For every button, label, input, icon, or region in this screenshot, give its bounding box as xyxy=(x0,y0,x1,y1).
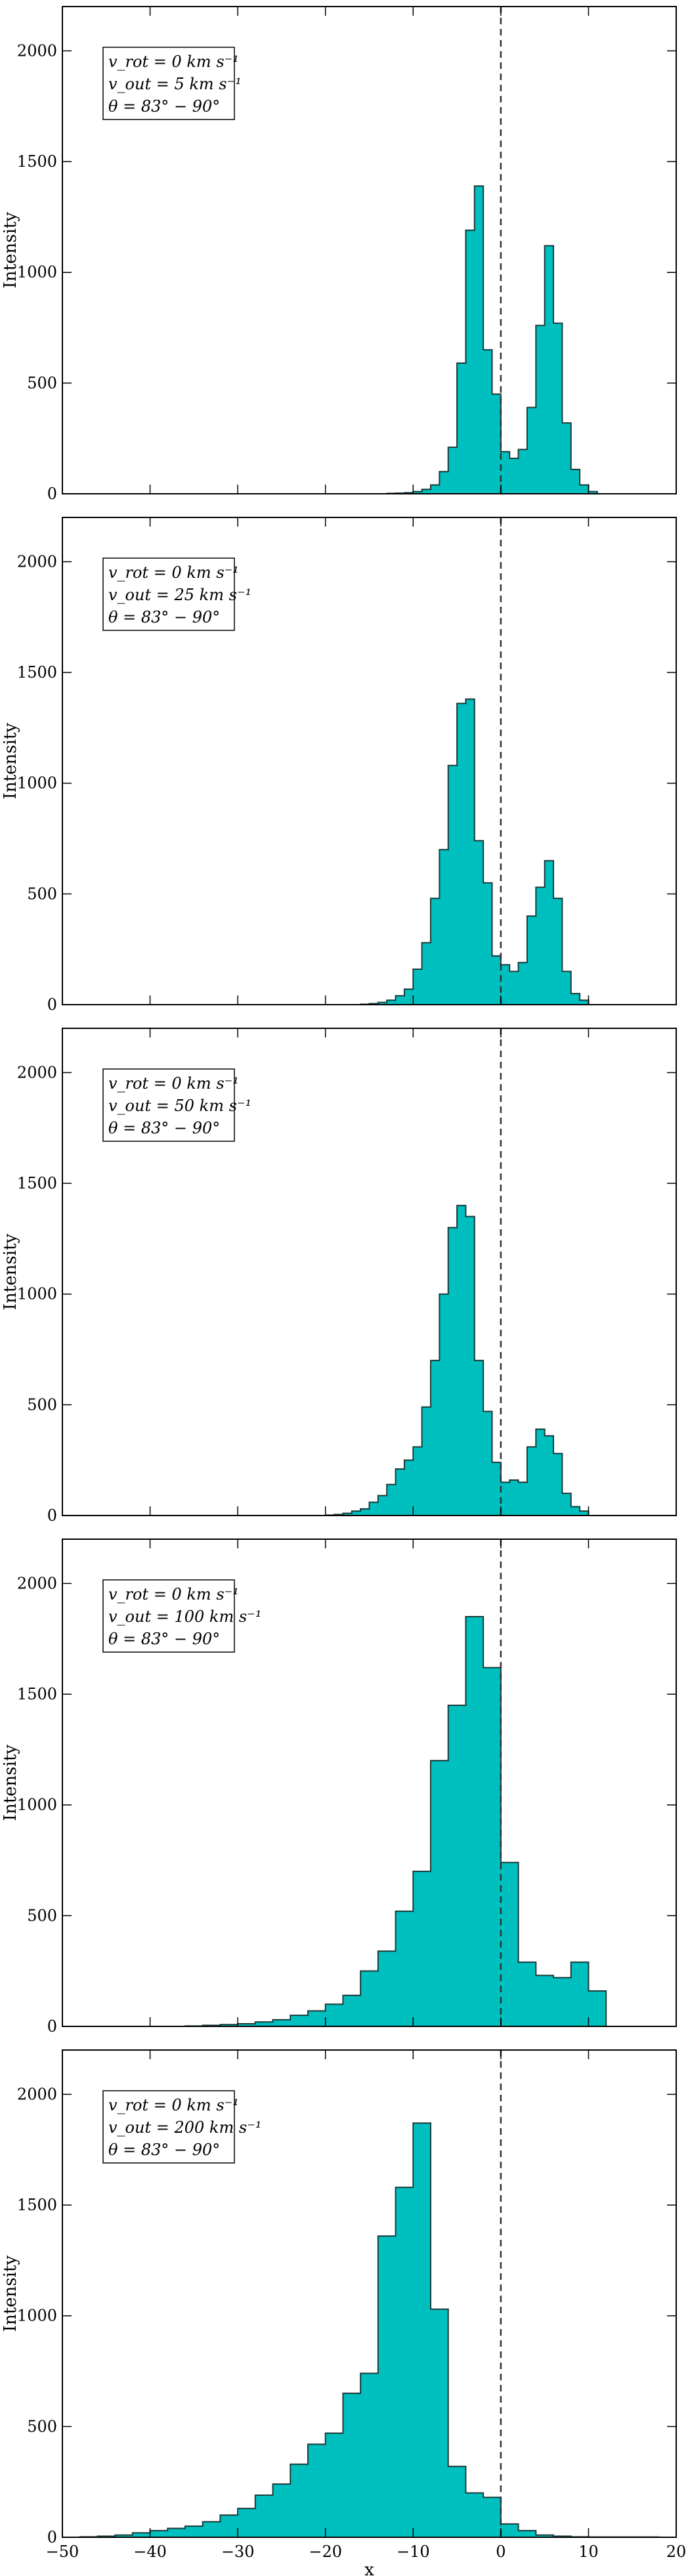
annotation-box xyxy=(102,2090,235,2164)
y-tick-label: 2000 xyxy=(17,1063,57,1081)
chart-panel-5: 0 500 1000 1500 2000 −50 −40 −30 −20 −10 0 10 20 Inte… xyxy=(1,2049,687,2561)
histogram-series xyxy=(324,1204,590,1516)
y-tick-label: 2000 xyxy=(17,41,57,60)
chart-panel-3: 0 500 1000 1500 2000 Intensity v_rot = 0 km s⁻… xyxy=(1,1028,677,1525)
x-tick-label: 0 xyxy=(496,2543,506,2561)
annotation-line: v_rot = 0 km s⁻¹ xyxy=(108,1074,239,1093)
x-tick-label: 10 xyxy=(578,2543,599,2561)
x-tick-label: −50 xyxy=(46,2543,79,2561)
annotation-line: v_rot = 0 km s⁻¹ xyxy=(108,2096,239,2114)
annotation-line: θ = 83° − 90° xyxy=(108,1119,220,1137)
y-axis-label: Intensity xyxy=(1,722,20,799)
chart-panel-1: 0 500 1000 1500 2000 Intensity v_rot = 0 km s⁻… xyxy=(1,6,677,503)
plot-frame xyxy=(62,1539,677,2027)
y-tick-label: 1500 xyxy=(17,1685,57,1703)
y-axis-label: Intensity xyxy=(1,2255,20,2332)
histogram-series xyxy=(360,698,590,1005)
y-tick-label: 1500 xyxy=(17,663,57,682)
x-tick-label: −10 xyxy=(397,2543,430,2561)
annotation-line: θ = 83° − 90° xyxy=(108,1630,220,1648)
annotation-line: v_rot = 0 km s⁻¹ xyxy=(108,53,239,71)
y-tick-label: 0 xyxy=(47,1506,57,1525)
y-axis-label: Intensity xyxy=(1,1233,20,1310)
y-tick-label: 2000 xyxy=(17,2085,57,2103)
y-tick-label: 0 xyxy=(47,995,57,1014)
plot-frame xyxy=(62,6,677,494)
y-tick-label: 500 xyxy=(27,374,57,392)
y-tick-label: 2000 xyxy=(17,552,57,571)
y-tick-label: 500 xyxy=(27,1395,57,1414)
annotation-line: θ = 83° − 90° xyxy=(108,608,220,626)
y-tick-label: 0 xyxy=(47,485,57,503)
y-tick-label: 1000 xyxy=(17,1285,57,1303)
y-tick-label: 500 xyxy=(27,1906,57,1925)
chart-panel-4: 0 500 1000 1500 2000 Intensity v_rot = 0 km s⁻… xyxy=(1,1539,677,2036)
chart-panel-2: 0 500 1000 1500 2000 Intensity v_rot = 0 km s⁻… xyxy=(1,517,677,1014)
y-tick-label: 1000 xyxy=(17,1796,57,1814)
annotation-line: θ = 83° − 90° xyxy=(108,97,220,116)
y-tick-label: 1500 xyxy=(17,152,57,171)
y-tick-label: 1000 xyxy=(17,774,57,793)
y-axis-label: Intensity xyxy=(1,211,20,288)
y-tick-label: 0 xyxy=(47,2528,57,2546)
y-tick-label: 1000 xyxy=(17,2307,57,2325)
x-tick-label: 20 xyxy=(666,2543,687,2561)
annotation-line: v_out = 50 km s⁻¹ xyxy=(108,1097,251,1115)
x-tick-label: −40 xyxy=(133,2543,167,2561)
y-axis-label: Intensity xyxy=(1,1744,20,1821)
annotation-box xyxy=(102,1068,235,1142)
y-tick-label: 0 xyxy=(47,2017,57,2036)
annotation-line: v_out = 100 km s⁻¹ xyxy=(108,1607,261,1626)
histogram-series xyxy=(79,2122,660,2538)
annotation-line: θ = 83° − 90° xyxy=(108,2141,220,2159)
annotation-box xyxy=(102,1579,235,1653)
y-tick-label: 500 xyxy=(27,884,57,903)
histogram-series xyxy=(386,185,598,494)
plot-frame xyxy=(62,1028,677,1516)
annotation-box xyxy=(102,47,235,120)
annotation-line: v_out = 5 km s⁻¹ xyxy=(108,75,242,93)
x-tick-label: −30 xyxy=(221,2543,255,2561)
y-tick-label: 1000 xyxy=(17,263,57,282)
x-tick-label: −20 xyxy=(309,2543,342,2561)
x-axis-label: x xyxy=(364,2560,374,2576)
annotation-line: v_rot = 0 km s⁻¹ xyxy=(108,563,239,582)
y-tick-label: 2000 xyxy=(17,1574,57,1592)
plot-frame xyxy=(62,517,677,1005)
y-tick-label: 500 xyxy=(27,2417,57,2435)
annotation-line: v_out = 25 km s⁻¹ xyxy=(108,586,251,604)
annotation-box xyxy=(102,557,235,631)
y-tick-label: 1500 xyxy=(17,1174,57,1192)
histogram-series xyxy=(184,1616,607,2027)
annotation-line: v_rot = 0 km s⁻¹ xyxy=(108,1585,239,1604)
annotation-line: v_out = 200 km s⁻¹ xyxy=(108,2118,261,2137)
y-tick-label: 1500 xyxy=(17,2196,57,2214)
plot-frame xyxy=(62,2049,677,2538)
